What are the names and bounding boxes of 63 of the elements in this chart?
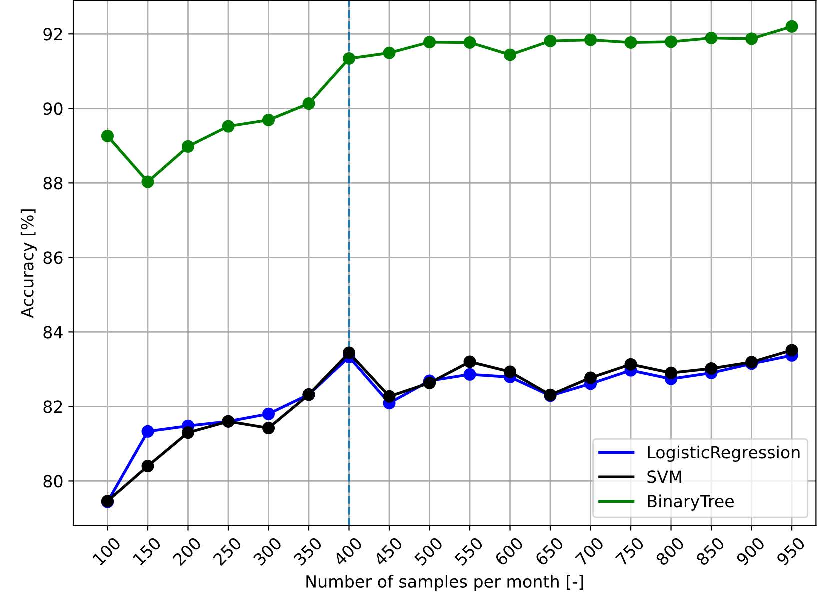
point (624, 36, 638, 49)
x-tick-label: 750 (615, 536, 645, 566)
point (544, 34, 557, 48)
point (624, 358, 638, 371)
y-tick-label: 86 (44, 252, 63, 264)
x-tick-label: 650 (534, 536, 564, 566)
y-tick-label: 84 (44, 326, 63, 339)
y-tick-label: 80 (44, 475, 63, 488)
point (705, 362, 718, 375)
legend-label: LogisticRegression (648, 446, 800, 462)
legend-label: SVM (648, 470, 682, 484)
point (262, 114, 276, 126)
x-tick-label: 800 (655, 536, 686, 566)
point (705, 32, 718, 44)
point (786, 344, 798, 357)
x-tick-label: 500 (414, 536, 444, 566)
point (142, 176, 154, 188)
y-axis-title: Accuracy [%] (20, 210, 38, 318)
y-tick-label: 92 (44, 28, 62, 41)
x-tick-label: 350 (293, 536, 323, 566)
x-axis-title: Number of samples per month [-] (306, 575, 584, 592)
x-tick-label: 950 (776, 536, 806, 567)
point (665, 36, 678, 48)
point (222, 120, 235, 133)
point (262, 408, 276, 420)
point (464, 356, 476, 368)
point (142, 425, 154, 438)
legend-label: BinaryTree (648, 494, 734, 511)
point (142, 460, 154, 473)
point (746, 32, 758, 46)
x-tick-label: 550 (454, 536, 484, 566)
point (786, 20, 798, 33)
point (584, 372, 598, 384)
x-tick-label: 600 (494, 536, 524, 566)
x-tick-label: 450 (373, 536, 404, 567)
point (101, 130, 114, 142)
x-tick-label: 850 (696, 536, 726, 566)
x-tick-label: 100 (92, 536, 122, 566)
point (424, 36, 436, 49)
x-tick-label: 900 (736, 536, 766, 567)
point (464, 36, 476, 49)
point (343, 52, 356, 65)
point (182, 426, 194, 440)
point (262, 422, 276, 435)
point (464, 368, 476, 381)
y-tick-label: 90 (44, 102, 63, 116)
point (584, 34, 598, 46)
y-tick-label: 82 (44, 400, 62, 414)
x-tick-label: 200 (172, 536, 202, 566)
point (504, 366, 517, 378)
point (343, 346, 356, 360)
x-tick-label: 400 (333, 536, 364, 567)
point (383, 390, 396, 403)
point (504, 48, 517, 62)
y-tick-label: 88 (44, 177, 63, 190)
x-tick-label: 700 (574, 536, 605, 566)
x-tick-label: 300 (252, 536, 283, 566)
x-tick-label: 150 (132, 536, 162, 566)
point (383, 46, 396, 60)
point (182, 140, 194, 153)
point (665, 366, 678, 380)
point (302, 98, 316, 110)
x-tick-label: 250 (212, 536, 242, 566)
